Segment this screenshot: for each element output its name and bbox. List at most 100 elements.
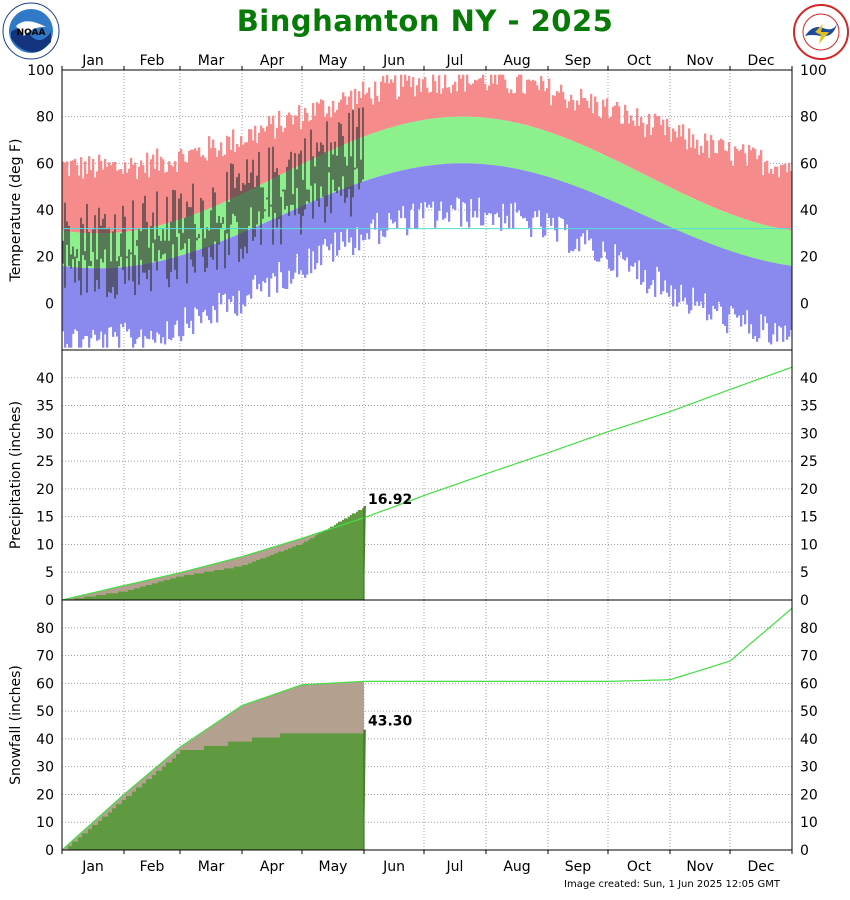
record-low-bar [88,268,91,348]
record-high-bar [606,98,609,157]
observed-temperature-bar [306,189,308,201]
record-low-bar [748,256,751,334]
observed-temperature-bar [334,141,336,192]
record-high-bar [350,90,353,142]
record-high-bar [564,99,567,138]
normal-range-bar [486,117,489,165]
record-high-bar [754,148,757,223]
y-tick-label: 35 [800,399,818,415]
y-tick-label: 35 [36,399,54,415]
observed-temperature-bar [360,159,362,183]
record-high-bar [636,108,639,171]
observed-temperature-bar [270,204,272,207]
normal-range-bar [690,197,693,236]
record-low-bar [252,228,255,280]
observed-temperature-bar [214,192,216,242]
record-high-bar [388,83,391,129]
record-high-bar [672,128,675,189]
record-high-bar [480,78,483,118]
record-low-bar [760,259,763,315]
record-high-bar [284,127,287,173]
normal-range-bar [666,185,669,226]
record-high-bar [490,74,493,119]
normal-range-bar [492,118,495,166]
normal-range-bar [584,145,587,190]
record-low-bar [322,197,325,245]
y-tick-label: 40 [800,732,818,748]
record-low-bar [434,164,437,228]
record-high-bar [540,76,543,130]
record-low-bar [492,165,495,225]
normal-range-bar [382,129,385,176]
observed-temperature-bar [258,152,260,212]
record-high-bar [212,139,215,208]
record-low-bar [426,165,429,208]
y-tick-label: 40 [800,203,818,219]
record-high-bar [744,153,747,220]
record-low-bar [494,165,497,215]
normal-range-bar [676,190,679,230]
normal-range-bar [434,118,437,165]
observed-temperature-bar [64,202,66,288]
normal-range-bar [642,173,645,215]
record-low-bar [616,203,619,278]
record-low-bar [148,263,151,340]
record-low-bar [438,164,441,211]
record-high-bar [698,154,701,201]
record-high-bar [736,148,739,217]
record-high-bar [712,140,715,208]
record-high-bar [604,106,607,156]
observed-temperature-bar [88,232,90,266]
normal-range-bar [292,168,295,211]
record-low-bar [90,268,93,339]
record-low-bar [94,268,97,335]
record-low-bar [654,220,657,297]
record-low-bar [696,238,699,302]
observed-temperature-bar [84,251,86,261]
normal-range-bar [698,200,701,240]
observed-temperature-bar [232,164,234,214]
normal-range-bar [534,127,537,174]
record-low-bar [346,187,349,230]
record-low-bar [112,267,115,337]
observed-temperature-bar [120,233,122,257]
observed-temperature-bar [242,183,244,259]
record-low-bar [584,189,587,245]
observed-temperature-bar [348,112,350,189]
month-label-feb: Feb [140,859,165,875]
normal-range-bar [500,119,503,167]
normal-range-bar [726,212,729,250]
observed-temperature-bar [156,191,158,271]
record-low-bar [228,238,231,300]
record-low-bar [424,166,427,202]
record-high-bar [772,174,775,227]
record-high-bar [482,74,485,118]
normal-range-bar [592,149,595,193]
snow-frame [61,599,793,851]
normal-range-bar [430,118,433,166]
record-low-bar [208,246,211,321]
normal-range-bar [388,128,391,174]
observed-temperature-bar [220,223,222,229]
record-low-bar [662,223,665,292]
snowfall-areas [61,607,793,851]
observed-temperature-bar [262,187,264,219]
record-low-bar [318,198,321,246]
record-low-bar [394,172,397,222]
record-low-bar [74,267,77,330]
record-high-bar [448,87,451,118]
record-high-bar [68,175,71,232]
normal-range-bar [264,182,267,223]
record-high-bar [300,129,303,165]
record-low-bar [750,257,753,325]
normal-range-bar [378,131,381,177]
normal-range-bar [762,224,765,261]
record-low-bar [726,249,729,334]
record-high-bar [292,124,295,169]
record-high-bar [228,137,231,201]
record-high-bar [574,110,577,142]
record-high-bar [478,78,481,118]
record-high-bar [676,137,679,191]
y-tick-label: 80 [800,621,818,637]
record-low-bar [428,165,431,205]
